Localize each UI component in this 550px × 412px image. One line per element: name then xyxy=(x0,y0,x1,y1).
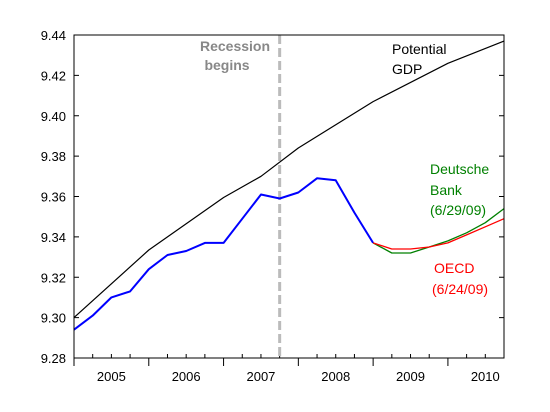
x-tick-label: 2006 xyxy=(172,369,201,384)
series-line-potential xyxy=(73,40,505,319)
y-tick-label: 9.44 xyxy=(41,28,66,43)
x-axis: 2005 2006 2007 2008 2009 2010 xyxy=(73,354,505,384)
x-tick-label: 2008 xyxy=(321,369,350,384)
potential-gdp-label-line1: Potential xyxy=(392,41,446,57)
recession-label-line2: begins xyxy=(204,57,249,73)
y-tick-label: 9.42 xyxy=(41,68,66,83)
y-tick-label: 9.30 xyxy=(41,311,66,326)
x-tick-label: 2009 xyxy=(396,369,425,384)
oecd-label-line1: OECD xyxy=(434,260,474,276)
y-tick-label: 9.34 xyxy=(41,230,66,245)
y-axis: 9.28 9.30 9.32 9.34 9.36 9.38 9.40 9.42 9.44 xyxy=(41,28,504,366)
y-tick-label: 9.32 xyxy=(41,270,66,285)
plot-frame xyxy=(73,34,505,359)
oecd-label-line2: (6/24/09) xyxy=(432,281,488,297)
y-tick-label: 9.40 xyxy=(41,109,66,124)
y-tick-label: 9.28 xyxy=(41,351,66,366)
potential-gdp-label-line2: GDP xyxy=(392,61,422,77)
series-line-deutsche xyxy=(372,208,505,254)
series-line-oecd xyxy=(372,218,505,250)
x-tick-label: 2007 xyxy=(246,369,275,384)
x-tick-label: 2010 xyxy=(471,369,500,384)
x-tick-label: 2005 xyxy=(97,369,126,384)
deutsche-bank-label-line1: Deutsche xyxy=(430,161,489,177)
series-line-actual xyxy=(73,177,374,331)
deutsche-bank-label-line3: (6/29/09) xyxy=(430,202,486,218)
deutsche-bank-label-line2: Bank xyxy=(430,182,463,198)
y-tick-label: 9.36 xyxy=(41,190,66,205)
recession-label-line1: Recession xyxy=(200,38,270,54)
series-layer xyxy=(73,40,505,331)
y-tick-label: 9.38 xyxy=(41,149,66,164)
